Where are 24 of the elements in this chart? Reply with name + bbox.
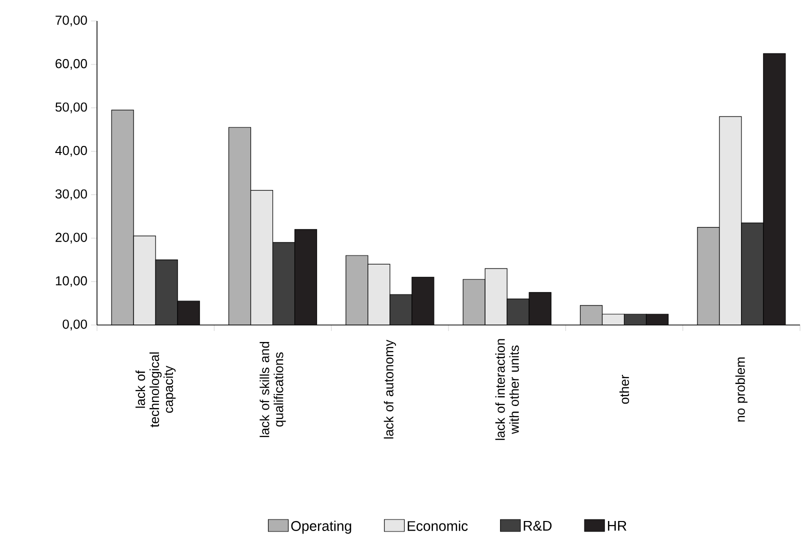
y-tick-label: 20,00 <box>56 232 87 244</box>
x-tick-label: lack of technological capacity <box>136 352 176 428</box>
y-tick-label: 10,00 <box>56 276 87 287</box>
y-tick-label: 30,00 <box>55 189 87 200</box>
legend-label: Operating <box>291 520 352 534</box>
y-tick-label: 0,00 <box>62 320 87 330</box>
y-tick-label: 60,00 <box>56 59 87 70</box>
y-tick-label: 40,00 <box>55 146 87 157</box>
y-tick-label: 50,00 <box>55 102 87 114</box>
bar <box>346 255 368 325</box>
x-tick-label: no problem <box>735 358 748 422</box>
bar <box>697 226 720 325</box>
x-tick-label: lack of skills and qualifications <box>260 342 286 438</box>
legend-label: R&D <box>524 520 552 531</box>
x-tick-label: other <box>619 374 630 404</box>
bar <box>111 110 134 325</box>
x-tick-label: lack of autonomy <box>384 340 396 438</box>
bar <box>580 305 603 325</box>
y-tick-label: 70,00 <box>56 16 87 26</box>
bar <box>228 127 252 325</box>
x-tick-label: lack of interaction with other units <box>495 339 519 440</box>
bar <box>462 279 486 325</box>
legend-label: HR <box>608 520 626 531</box>
legend-label: Economic <box>408 520 468 531</box>
